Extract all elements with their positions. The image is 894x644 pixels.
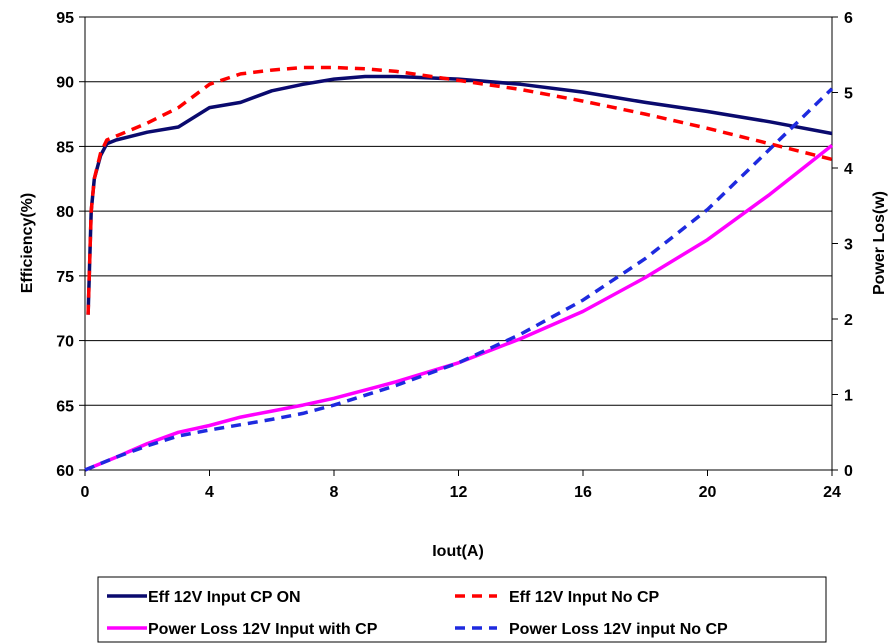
plot-area bbox=[84, 16, 833, 471]
x-axis-title: Iout(A) bbox=[432, 543, 484, 560]
y-left-tick-label: 90 bbox=[56, 75, 74, 92]
y-right-tick-label: 3 bbox=[844, 237, 853, 254]
x-tick-label: 24 bbox=[823, 484, 841, 501]
gridlines bbox=[85, 81, 832, 406]
y-left-tick-label: 80 bbox=[56, 204, 74, 221]
y-right-tick-label: 4 bbox=[844, 161, 853, 178]
legend-box bbox=[97, 576, 827, 643]
y-right-tick-label: 0 bbox=[844, 463, 853, 480]
y-left-tick-label: 60 bbox=[56, 463, 74, 480]
series-eff-no-cp-line bbox=[86, 65, 833, 315]
y-left-tick-label: 75 bbox=[56, 269, 74, 286]
legend-label-eff-cp-on: Eff 12V Input CP ON bbox=[148, 589, 301, 606]
series-loss-with-cp-line bbox=[84, 144, 834, 472]
y-left-tick-label: 85 bbox=[56, 139, 74, 156]
x-tick-label: 0 bbox=[81, 484, 90, 501]
series-loss-no-cp-line bbox=[84, 87, 834, 472]
x-tick-label: 12 bbox=[450, 484, 468, 501]
y-left-tick-label: 70 bbox=[56, 334, 74, 351]
legend: Eff 12V Input CP ON Eff 12V Input No CP … bbox=[97, 576, 827, 643]
series-eff-cp-on-line bbox=[86, 74, 833, 315]
legend-label-loss-no-cp: Power Loss 12V input No CP bbox=[509, 621, 728, 638]
y-axis-right-title: Power Los(w) bbox=[871, 191, 888, 295]
y-right-tick-label: 1 bbox=[844, 388, 853, 405]
x-tick-label: 8 bbox=[330, 484, 339, 501]
y-right-tick-label: 6 bbox=[844, 10, 853, 27]
y-right-tick-label: 5 bbox=[844, 86, 853, 103]
y-left-tick-label: 65 bbox=[56, 398, 74, 415]
series-layer bbox=[84, 65, 834, 472]
y-right-tick-label: 2 bbox=[844, 312, 853, 329]
y-left-tick-label: 95 bbox=[56, 10, 74, 27]
legend-label-loss-with-cp: Power Loss 12V Input with CP bbox=[148, 621, 378, 638]
x-tick-label: 20 bbox=[699, 484, 717, 501]
x-tick-label: 4 bbox=[205, 484, 214, 501]
x-tick-label: 16 bbox=[574, 484, 592, 501]
y-axis-left-title: Efficiency(%) bbox=[19, 193, 36, 293]
legend-label-eff-no-cp: Eff 12V Input No CP bbox=[509, 589, 660, 606]
